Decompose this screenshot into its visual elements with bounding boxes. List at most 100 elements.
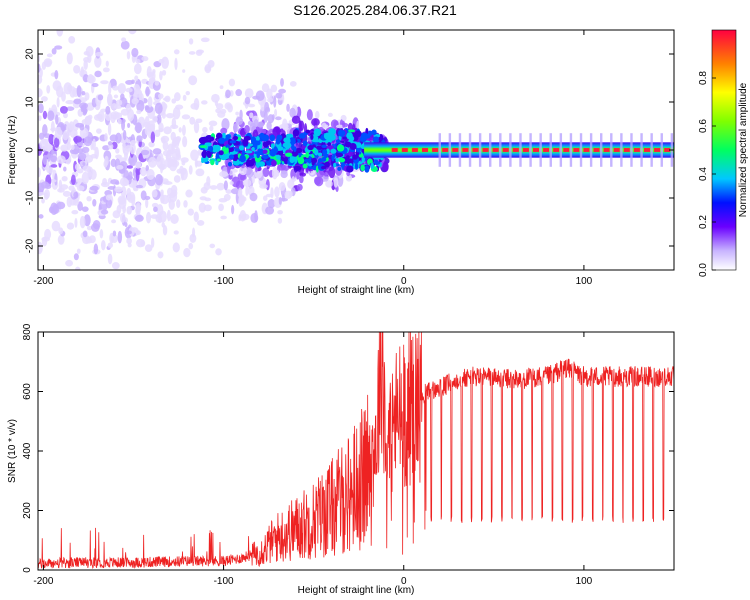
spectrogram-blob (182, 94, 187, 101)
spectrogram-blob (276, 134, 283, 141)
spectrogram-blob (102, 177, 108, 186)
spectrogram-peak (482, 148, 489, 152)
spectrogram-streak (539, 133, 542, 167)
spectrogram-blob (162, 225, 168, 236)
spectrogram-blob (254, 210, 258, 223)
spectrogram-blob (151, 70, 156, 81)
spectrogram-blob (324, 161, 330, 168)
spectrogram-blob (251, 174, 255, 184)
spectrogram-blob (94, 146, 99, 160)
spectrogram-blob (122, 129, 127, 141)
spectrogram-blob (54, 69, 59, 80)
spectrogram-blob (361, 155, 365, 163)
spectrogram-blob (223, 180, 228, 191)
spectrogram-blob (139, 166, 147, 177)
spectrogram-blob (201, 150, 207, 159)
spectrogram-blob (54, 45, 63, 50)
spectrogram-blob (209, 185, 218, 190)
spectrogram-blob (107, 242, 113, 249)
spectrogram-peak (532, 148, 539, 152)
spectrogram-blob (54, 173, 58, 186)
spectrogram-blob (317, 152, 323, 157)
spectrogram-blob (320, 165, 327, 170)
spectrogram-blob (42, 154, 48, 166)
spectrogram-blob (364, 165, 370, 173)
spectrogram-blob (208, 120, 218, 127)
spectrogram-blob (201, 100, 208, 105)
spectrogram-blob (70, 174, 76, 185)
spectrogram-blob (38, 115, 42, 122)
spectrogram-blob (150, 214, 159, 219)
spectrogram-peak (664, 148, 671, 152)
snr-series-line (38, 332, 674, 569)
spectrogram-blob (92, 138, 96, 151)
spectrogram-blob (134, 75, 139, 82)
spectrogram-blob (74, 217, 78, 228)
spectrogram-blob (135, 169, 140, 182)
spectrogram-blob (371, 129, 377, 136)
spectrogram-blob (158, 122, 164, 133)
spectrogram-blob (110, 158, 117, 168)
spectrogram-blob (303, 158, 312, 163)
spectrogram-blob (238, 195, 244, 207)
spectrogram-blob (209, 145, 214, 153)
spectrogram-blob (112, 230, 117, 237)
spectrogram-blob (119, 136, 129, 144)
spectrogram-blob (289, 107, 296, 118)
spectrogram-blob (203, 182, 211, 191)
spectrogram-blob (276, 128, 280, 135)
spectrogram-blob (66, 222, 75, 230)
spectrogram-blob (145, 86, 150, 97)
spectrogram-blob (188, 242, 194, 250)
spectrogram-blob (109, 134, 119, 142)
snr-ytick-label: 800 (22, 323, 33, 340)
spectrogram-blob (136, 99, 145, 112)
spectrogram-blob (243, 135, 251, 141)
spectrogram-blob (172, 242, 180, 253)
spectrogram-blob (38, 214, 44, 219)
spectrogram-blob (314, 176, 321, 186)
snr-axes: -200 -100 0 100 0 200 400 600 800 (22, 323, 674, 587)
spectrogram-blob (293, 165, 302, 171)
spectrogram-blob (219, 108, 227, 115)
spectrogram-streak (458, 133, 462, 167)
spectrogram-blob (69, 86, 77, 98)
spectrogram-blob (52, 204, 60, 215)
spectrogram-blob (82, 165, 91, 172)
spectrogram-blob (289, 190, 293, 197)
spectrogram-blob (135, 230, 141, 236)
spectrogram-blob (112, 85, 119, 91)
spectrogram-blob (269, 134, 276, 142)
spectrogram-blob (87, 73, 94, 84)
spectrogram-blob (81, 146, 90, 154)
spectrogram-blob (354, 162, 359, 170)
spectrogram-blob (75, 266, 81, 270)
spectrogram-blob (125, 87, 133, 93)
spectrogram-blob (90, 223, 100, 232)
spectrogram-blob (318, 158, 323, 163)
spectrogram-peak (583, 148, 590, 152)
spectrogram-blob (263, 111, 268, 123)
spectrogram-blob (230, 188, 240, 195)
spectrogram-blob (63, 166, 67, 172)
spectrogram-blob (229, 181, 234, 185)
spectrogram-blob (112, 210, 121, 219)
spectrogram-blob (56, 97, 60, 108)
spectrogram-blob (278, 196, 282, 205)
spectrogram-blob (314, 110, 320, 120)
spectrogram-blob (60, 144, 69, 152)
spectrogram-peak (492, 148, 499, 152)
colorbar-tick-label: 0.0 (698, 263, 709, 277)
spectrogram-blob (79, 215, 86, 229)
spectrogram-streak (559, 133, 563, 167)
spectrogram-streak (569, 133, 573, 167)
spectrogram-blob (133, 63, 142, 75)
spectrogram-blob (48, 133, 55, 145)
spectrogram-blob (38, 191, 46, 196)
spectrogram-main-band (364, 142, 674, 158)
spectrogram-blob (237, 189, 243, 198)
spectrogram-blob (120, 108, 130, 116)
spectrogram-blob (165, 112, 175, 119)
spectrogram-blob (122, 141, 126, 154)
spectrogram-image (38, 30, 674, 270)
